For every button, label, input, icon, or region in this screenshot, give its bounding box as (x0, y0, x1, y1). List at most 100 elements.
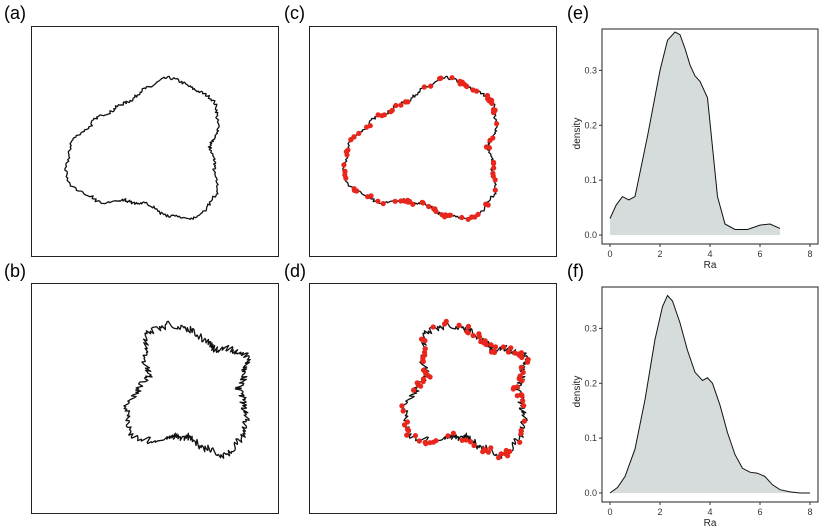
y-axis-label: density (572, 376, 583, 408)
panel-d-feature-point (443, 318, 449, 324)
y-tick-label: 0.0 (584, 230, 597, 240)
panel-d-feature-point (515, 351, 521, 357)
y-tick-label: 0.2 (584, 378, 597, 388)
panel-c-feature-point (405, 99, 411, 105)
panel-d-feature-point (404, 419, 410, 425)
panel-d-feature-point (521, 418, 527, 424)
panel-d-feature-point (416, 438, 422, 444)
x-tick-label: 6 (757, 507, 762, 517)
density-area (610, 295, 810, 493)
panel-d-feature-point (465, 330, 471, 336)
panel-d-feature-point (418, 383, 424, 389)
y-tick-label: 0.2 (584, 120, 597, 130)
panel-c-feature-point (449, 75, 455, 81)
panel-c-feature-point (354, 188, 360, 194)
panel-c-feature-point (368, 193, 374, 199)
panel-c-feature-point (483, 201, 489, 207)
panel-c-feature-point (433, 208, 439, 214)
panel-label-c: (c) (284, 3, 305, 23)
panel-d-feature-point (508, 345, 514, 351)
panel-d-feature-point (404, 426, 411, 433)
panel-c-feature-point (492, 187, 498, 193)
x-tick-label: 4 (707, 507, 712, 517)
panel-d-feature-point (422, 369, 428, 375)
panel-label-f: (f) (567, 261, 584, 281)
panel-d-feature-point (520, 369, 526, 375)
panel-d-feature-point (445, 433, 451, 439)
panel-d-feature-point (488, 445, 494, 451)
panel-d-feature-point (400, 408, 406, 414)
x-tick-label: 8 (807, 507, 812, 517)
panel-c-feature-point (342, 172, 348, 178)
panel-c-feature-point (393, 102, 399, 109)
panel-c-feature-point (420, 200, 426, 206)
panel-c-feature-point (398, 198, 404, 204)
panel-d-feature-point (471, 442, 477, 449)
panel-d-feature-point (488, 342, 494, 348)
outline-panel-c (309, 26, 557, 257)
x-tick-label: 2 (657, 507, 662, 517)
panel-d-feature-point (481, 340, 487, 346)
x-tick-label: 8 (807, 249, 812, 259)
panel-d-feature-point (465, 323, 471, 330)
panel-d-feature-point (483, 447, 489, 453)
panel-d-feature-point (492, 344, 499, 350)
panel-d-feature-point (519, 354, 525, 360)
panel-c-feature-point (492, 177, 498, 183)
panel-d-feature-point (517, 374, 523, 380)
panel-c-feature-point (364, 124, 370, 130)
panel-c-feature-point (344, 152, 350, 158)
y-tick-label: 0.3 (584, 323, 597, 333)
panel-c-feature-point (356, 130, 362, 136)
density-chart-e: 0 2 4 6 8 0.0 0.1 0.2 0.3 Ra density (572, 28, 819, 271)
panel-d-feature-point (514, 393, 520, 399)
y-axis-label: density (572, 118, 583, 150)
panel-d-feature-point (476, 331, 482, 337)
panel-d-feature-point (525, 356, 531, 363)
panel-d-feature-point (519, 393, 525, 399)
y-tick-label: 0.0 (584, 488, 597, 498)
panel-c-feature-point (491, 165, 497, 171)
panel-c-feature-point (388, 109, 394, 115)
panel-d-feature-point (421, 349, 428, 355)
panel-c-feature-point (380, 201, 386, 207)
y-tick-label: 0.3 (584, 65, 597, 75)
panel-d-feature-point (496, 455, 502, 461)
panel-c-feature-point (485, 96, 491, 102)
panel-c-feature-point (459, 214, 465, 221)
density-plot-e: 0 2 4 6 8 0.0 0.1 0.2 0.3 Ra density (570, 22, 826, 272)
panel-d-feature-point (498, 451, 504, 457)
panel-c-feature-point (465, 216, 471, 222)
panel-c-feature-point (490, 170, 496, 177)
panel-d-feature-point (411, 387, 417, 393)
panel-d-feature-point (419, 336, 425, 342)
panel-d-feature-point (503, 447, 509, 454)
panel-d-feature-point (514, 384, 520, 390)
outline-shape-d (399, 318, 531, 461)
panel-b-outline-path (123, 320, 251, 459)
panel-d-feature-point (521, 403, 527, 409)
panel-d-feature-point (491, 349, 498, 355)
panel-c-feature-point (474, 88, 480, 94)
panel-d-feature-point (505, 453, 511, 459)
x-tick-label: 0 (607, 507, 612, 517)
panel-d-feature-point (520, 398, 526, 404)
panel-c-feature-point (490, 159, 497, 165)
panel-d-feature-point (517, 439, 523, 445)
panel-c-feature-point (398, 102, 404, 108)
x-tick-label: 4 (707, 249, 712, 259)
panel-label-d: (d) (284, 261, 306, 281)
panel-c-feature-point (486, 145, 492, 151)
density-area (610, 32, 780, 235)
panel-c-feature-point (421, 84, 427, 90)
density-line (609, 294, 810, 494)
x-axis-label: Ra (704, 518, 717, 529)
panel-a-outline-path (64, 75, 220, 220)
x-axis-label: Ra (704, 260, 717, 271)
panel-c-feature-point (341, 162, 347, 168)
panel-label-a: (a) (4, 3, 26, 23)
panel-d-feature-point (519, 378, 525, 384)
panel-d-feature-point (420, 379, 426, 385)
y-tick-label: 0.1 (584, 175, 597, 185)
outline-shape-b (123, 320, 251, 459)
